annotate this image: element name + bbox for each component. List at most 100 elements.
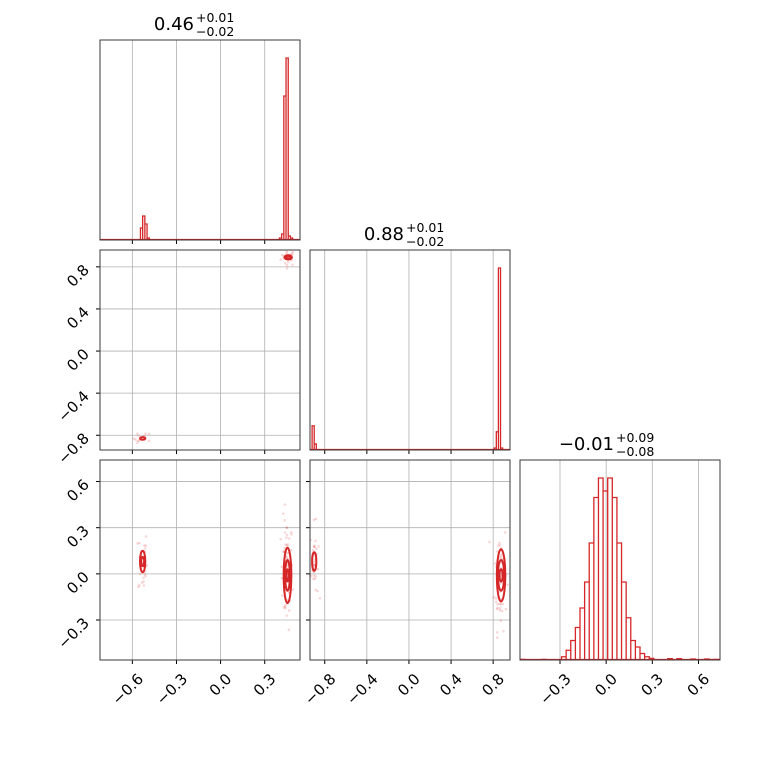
scatter-point (498, 606, 502, 610)
scatter-point (286, 565, 289, 568)
scatter-point (284, 606, 287, 610)
scatter-point (143, 544, 146, 547)
scatter-point (136, 432, 139, 435)
density-contour (282, 546, 293, 605)
panel-content (132, 250, 295, 444)
scatter-point (492, 595, 495, 599)
scatter-point (279, 537, 282, 541)
scatter-point (495, 631, 499, 634)
scatter-point (495, 636, 499, 640)
scatter-point (313, 577, 317, 580)
scatter-point (318, 596, 322, 600)
scatter-point (499, 555, 503, 558)
scatter-point (144, 544, 148, 547)
scatter-point (495, 607, 499, 611)
scatter-point (137, 541, 141, 545)
scatter-point (310, 574, 313, 578)
panel-title-value: 0.88 (364, 224, 404, 245)
panel-content (136, 503, 295, 632)
scatter-point (136, 542, 139, 545)
scatter-point (499, 619, 503, 622)
scatter-point (283, 503, 287, 506)
y-tick-label: −0.8 (54, 429, 92, 467)
x-tick-label: 0.3 (250, 670, 280, 700)
scatter-point (143, 547, 147, 550)
panel-0-0: 0.46 +0.01−0.02 (99, 10, 301, 244)
scatter-point (137, 583, 141, 587)
scatter-point (142, 580, 145, 583)
scatter-point (285, 544, 289, 547)
y-tick-label: 0.6 (63, 476, 93, 506)
scatter-point (285, 526, 288, 529)
panel-title-value: 0.46 (154, 14, 194, 35)
x-tick-label: −0.4 (343, 670, 381, 708)
scatter-point (506, 583, 509, 587)
scatter-point (317, 545, 320, 548)
scatter-point (494, 600, 498, 604)
density-contour (284, 559, 291, 592)
scatter-point (498, 541, 501, 545)
scatter-point (282, 606, 286, 609)
scatter-point (285, 533, 289, 537)
scatter-point (312, 574, 316, 577)
x-tick-label: −0.8 (301, 670, 339, 708)
scatter-point (291, 263, 294, 267)
panel-1-1: 0.88 +0.01−0.02 (309, 220, 511, 454)
scatter-point (499, 556, 502, 559)
scatter-point (502, 629, 505, 633)
panel-title-plus: +0.01 (196, 10, 234, 25)
scatter-point (496, 544, 500, 547)
scatter-point (501, 602, 505, 606)
panel-content (520, 477, 720, 660)
scatter-point (144, 535, 148, 538)
scatter-point (291, 252, 294, 255)
scatter-point (312, 564, 316, 567)
panel-frame (309, 249, 511, 451)
scatter-point (313, 545, 317, 549)
scatter-point (144, 574, 147, 578)
density-contour (283, 254, 293, 261)
x-tick-label: −0.3 (536, 670, 574, 708)
scatter-point (496, 606, 499, 610)
scatter-point (503, 531, 507, 534)
panel-title-minus: −0.02 (406, 234, 444, 249)
scatter-point (285, 263, 289, 267)
scatter-point (312, 544, 316, 547)
scatter-point (290, 532, 293, 536)
scatter-point (498, 602, 502, 606)
scatter-point (493, 562, 497, 565)
x-tick-label: 0.0 (591, 670, 621, 700)
scatter-point (291, 250, 295, 254)
scatter-point (314, 539, 317, 543)
scatter-point (283, 518, 286, 522)
scatter-point (138, 572, 142, 576)
y-tick-label: −0.4 (54, 387, 92, 425)
panel-title-plus: +0.09 (616, 430, 654, 445)
scatter-point (280, 565, 283, 569)
scatter-point (285, 250, 289, 253)
scatter-point (496, 602, 500, 606)
panel-title-value: −0.01 (559, 434, 614, 455)
density-contour (285, 568, 290, 583)
panel-frame (99, 459, 301, 661)
scatter-point (142, 584, 146, 587)
scatter-point (140, 581, 144, 584)
scatter-point (498, 608, 502, 612)
scatter-point (283, 531, 287, 534)
scatter-point (287, 628, 291, 632)
x-tick-label: 0.0 (206, 670, 236, 700)
scatter-point (285, 536, 288, 540)
scatter-point (280, 253, 284, 257)
scatter-point (314, 517, 318, 521)
scatter-point (312, 560, 316, 564)
scatter-point (282, 512, 285, 515)
scatter-point (504, 607, 508, 611)
panel-content (100, 57, 300, 240)
density-contour (139, 549, 147, 574)
x-tick-label: 0.4 (436, 670, 466, 700)
y-tick-label: 0.3 (63, 522, 93, 552)
scatter-point (500, 553, 503, 556)
scatter-point (496, 550, 499, 553)
scatter-point (137, 434, 141, 438)
scatter-point (498, 543, 502, 547)
